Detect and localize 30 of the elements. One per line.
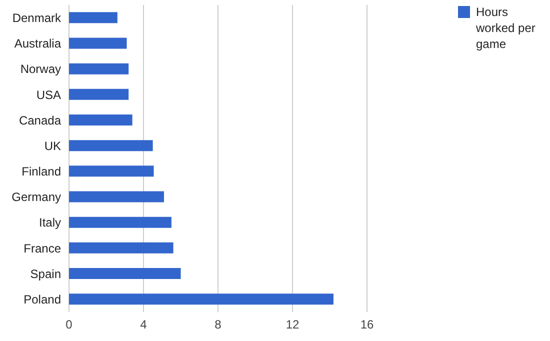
x-tick-label: 12 — [286, 318, 300, 332]
y-tick-label: Finland — [22, 164, 61, 179]
x-tick-label: 0 — [66, 318, 73, 332]
x-tick-label: 4 — [140, 318, 148, 332]
bar — [69, 268, 181, 279]
y-tick-label: Spain — [30, 266, 61, 281]
bar — [69, 63, 129, 74]
bar — [69, 242, 174, 254]
x-tick-label: 16 — [360, 318, 374, 332]
y-tick-label: Denmark — [12, 11, 62, 26]
y-tick-label: USA — [36, 88, 61, 102]
legend-label: Hours worked per game — [476, 4, 536, 52]
y-tick-label: Poland — [24, 292, 61, 306]
y-tick-label: UK — [44, 138, 61, 153]
y-tick-label: Canada — [18, 113, 62, 128]
y-tick-label: Australia — [14, 36, 62, 51]
bar — [69, 38, 127, 49]
bar — [69, 166, 154, 177]
x-tick-label: 8 — [214, 318, 222, 332]
bar — [69, 114, 132, 126]
bar — [69, 140, 153, 152]
y-tick-label: Italy — [38, 216, 61, 230]
bar — [69, 216, 172, 228]
bar — [69, 294, 334, 305]
bar — [69, 191, 164, 202]
y-tick-label: Germany — [12, 190, 61, 204]
y-tick-label: Norway — [20, 62, 61, 76]
y-tick-label: France — [24, 241, 62, 256]
bar — [69, 88, 129, 100]
bar — [69, 12, 118, 24]
